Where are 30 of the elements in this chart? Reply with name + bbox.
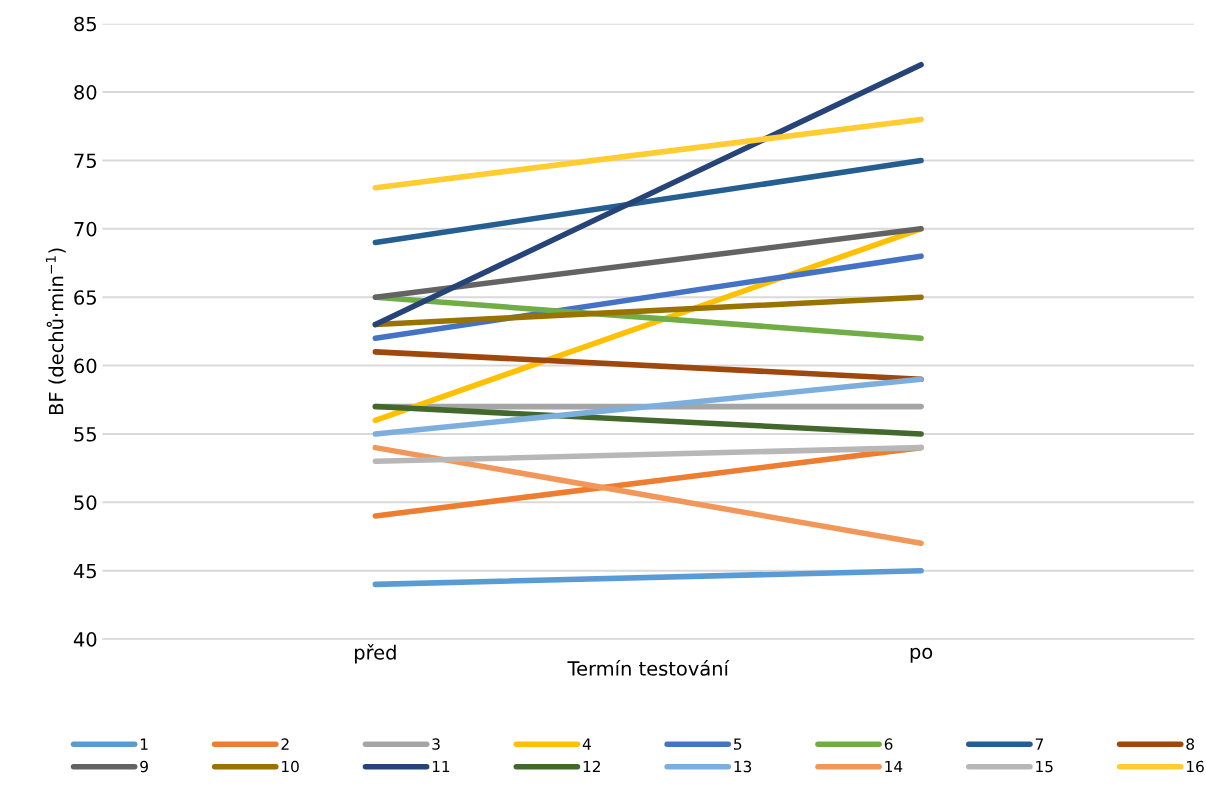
legend-label: 5 (734, 738, 742, 750)
x-tick-label: po (910, 647, 933, 663)
y-tick-label: 40 (73, 632, 97, 647)
x-tick-label: před (355, 643, 396, 664)
legend-label: 13 (734, 760, 752, 773)
legend-label: 7 (1035, 738, 1043, 750)
y-tick-label: 75 (74, 153, 96, 169)
y-tick-label: 65 (74, 290, 96, 305)
y-tick-label: 50 (74, 495, 97, 510)
legend-label: 9 (140, 760, 148, 773)
legend-label: 2 (281, 738, 289, 750)
x-axis-title: Termín testování (567, 659, 730, 676)
legend-label: 11 (432, 760, 450, 773)
legend-label: 4 (582, 738, 591, 750)
y-tick-label: 45 (73, 563, 96, 579)
legend-label: 8 (1186, 738, 1195, 750)
legend-label: 1 (140, 738, 148, 750)
legend-label: 15 (1036, 760, 1053, 773)
y-tick-label: 60 (74, 358, 97, 374)
legend-label: 10 (282, 760, 299, 773)
legend-label: 16 (1187, 760, 1204, 773)
y-tick-label: 70 (74, 221, 97, 237)
y-axis-title: BF (dechů·min$^{−1}$) (45, 248, 66, 415)
legend-label: 12 (583, 760, 600, 773)
y-tick-label: 80 (74, 85, 97, 100)
legend-label: 3 (432, 738, 440, 750)
y-tick-label: 55 (74, 427, 96, 442)
legend-label: 14 (885, 760, 903, 773)
legend-label: 6 (884, 738, 893, 750)
y-tick-label: 85 (74, 16, 96, 32)
